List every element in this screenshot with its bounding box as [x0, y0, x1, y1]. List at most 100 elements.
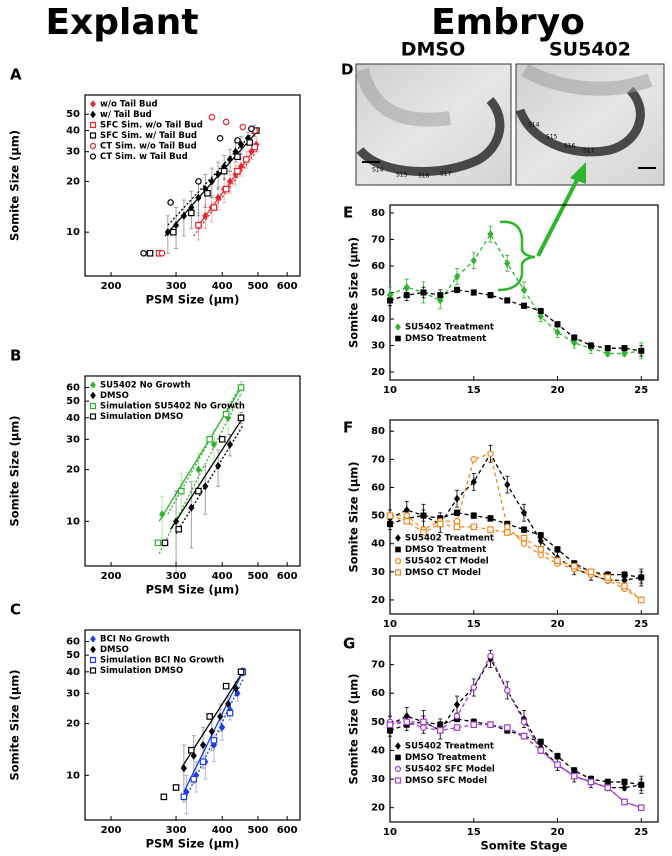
legend-label: SU5402 Treatment	[405, 323, 494, 333]
diamond-marker	[226, 155, 234, 164]
circle-marker	[248, 125, 255, 133]
y-tick-label: 40	[66, 667, 80, 678]
square-marker	[394, 777, 402, 784]
y-axis-title: Somite Size (µm)	[8, 130, 22, 241]
square-marker	[571, 767, 578, 774]
legend-label: SFC Sim. w/o Tail Bud	[100, 121, 203, 131]
square-marker	[436, 727, 444, 734]
square-marker	[220, 167, 228, 175]
square-marker	[175, 525, 183, 533]
y-tick-label: 30	[371, 341, 385, 352]
y-tick-label: 30	[371, 567, 385, 578]
embryo-header: Embryo	[431, 2, 585, 43]
diamond-marker	[190, 751, 197, 760]
panel-label: E	[343, 204, 353, 222]
y-tick-label: 60	[66, 383, 80, 394]
circle-marker	[167, 199, 174, 206]
square-marker	[554, 753, 561, 760]
square-marker	[503, 529, 511, 536]
diamond-marker	[90, 391, 96, 400]
diamond-marker	[215, 193, 222, 202]
square-marker	[204, 189, 211, 197]
circle-marker	[195, 178, 202, 185]
circle-marker	[520, 718, 528, 726]
y-tick-label: 30	[371, 774, 385, 785]
x-tick-label: 400	[212, 281, 233, 292]
y-tick-label: 30	[66, 147, 80, 158]
square-marker	[195, 221, 202, 229]
series-line	[389, 289, 642, 352]
square-marker	[226, 709, 234, 717]
square-marker	[554, 546, 561, 553]
y-tick-label: 80	[371, 208, 385, 219]
square-marker	[154, 539, 162, 547]
y-axis-title: Somite Size (µm)	[8, 669, 22, 780]
legend-label: SU5402 SFC Model	[405, 765, 495, 775]
series-line	[390, 452, 642, 601]
x-tick-label: 600	[277, 825, 298, 836]
y-tick-label: 50	[371, 511, 385, 522]
square-marker	[237, 384, 245, 391]
square-marker	[89, 656, 97, 664]
plots: A 200 300 400 500 600 10 20 30 40 50 PSM Size (µm) S…	[8, 66, 659, 853]
y-tick-label: 20	[66, 465, 80, 476]
y-axis-title: Somite Size (µm)	[347, 673, 361, 784]
square-marker	[604, 574, 612, 581]
legend-label: DMSO Treatment	[405, 753, 486, 763]
y-tick-label: 60	[371, 261, 385, 272]
square-marker	[386, 521, 393, 528]
x-tick-label: 15	[467, 619, 481, 630]
square-marker	[621, 798, 628, 806]
square-marker	[89, 667, 97, 674]
diamond-marker	[210, 440, 218, 449]
square-marker	[161, 539, 169, 547]
diamond-marker	[208, 177, 215, 186]
square-marker	[403, 292, 410, 299]
square-marker	[386, 727, 393, 734]
square-marker	[554, 761, 561, 769]
circle-marker	[453, 517, 461, 525]
square-marker	[146, 249, 154, 257]
x-tick-label: 500	[248, 281, 269, 292]
diamond-marker	[217, 712, 224, 721]
annotation-arrow	[497, 162, 586, 292]
square-marker	[604, 345, 611, 352]
square-marker	[206, 713, 213, 720]
square-marker	[394, 569, 402, 576]
square-marker	[487, 292, 494, 299]
diamond-marker	[453, 272, 461, 281]
diamond-marker	[90, 110, 96, 119]
diamond-marker	[215, 170, 222, 179]
circle-marker	[520, 540, 528, 548]
circle-marker	[89, 142, 97, 150]
circle-marker	[503, 687, 511, 694]
stage-label: S14	[372, 167, 384, 174]
square-marker	[420, 512, 427, 519]
y-axis-title: Somite Size (µm)	[347, 237, 361, 348]
x-tick-label: 400	[212, 825, 233, 836]
diamond-marker	[202, 482, 209, 491]
legend-label: SU5402 No Growth	[100, 381, 191, 391]
square-marker	[386, 297, 393, 304]
diamond-marker	[453, 700, 461, 709]
image-title: DMSO	[401, 39, 466, 61]
diamond-marker	[199, 741, 207, 750]
diamond-marker	[237, 140, 245, 149]
diamond-marker	[621, 349, 628, 358]
x-tick-label: 500	[248, 571, 269, 582]
square-marker	[386, 512, 394, 519]
diamond-marker	[90, 645, 96, 654]
square-marker	[170, 228, 177, 236]
square-marker	[246, 139, 254, 146]
y-tick-label: 70	[371, 660, 385, 671]
y-tick-label: 20	[371, 595, 385, 606]
square-marker	[604, 778, 611, 785]
y-tick-label: 20	[66, 176, 80, 187]
legend-label: CT Sim. w Tail Bud	[100, 152, 188, 162]
square-marker	[487, 721, 494, 729]
square-marker	[520, 534, 528, 542]
y-tick-label: 10	[66, 516, 80, 527]
square-marker	[188, 746, 195, 754]
circle-marker	[403, 512, 411, 519]
y-tick-label: 80	[371, 426, 385, 437]
